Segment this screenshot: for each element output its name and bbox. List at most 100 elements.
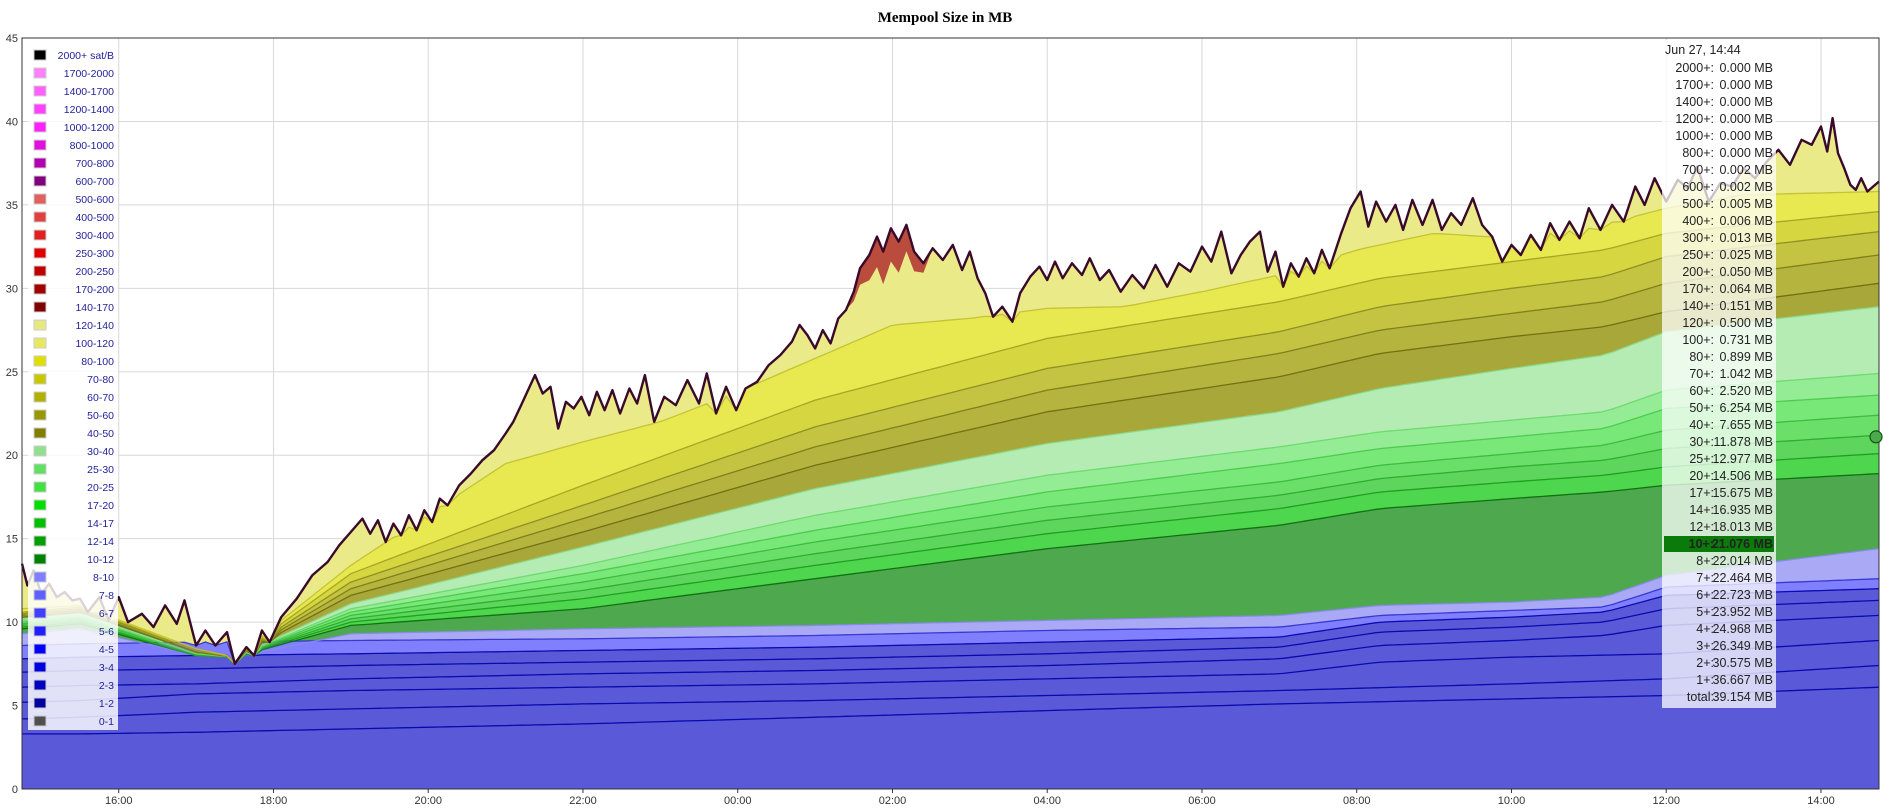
- line-3-4: [21, 614, 1880, 688]
- legend-label-23: 25-30: [87, 464, 114, 476]
- tooltip-row-value-6: 0.002 MB: [1719, 163, 1773, 177]
- legend-label-25: 17-20: [87, 500, 114, 512]
- y-tick-label-6: 30: [6, 283, 18, 295]
- tooltip-row-label-1: 1700+:: [1675, 78, 1714, 92]
- legend-swatch-28: [33, 553, 47, 565]
- line-0-1: [22, 686, 1880, 735]
- tooltip-row-label-25: 17+:: [1689, 486, 1714, 500]
- tooltip-row-value-26: 16.935 MB: [1713, 503, 1773, 517]
- y-tick-label-4: 20: [6, 450, 18, 462]
- tooltip-row-label-4: 1000+:: [1675, 129, 1714, 143]
- tooltip-row-label-35: 2+:: [1696, 656, 1714, 670]
- tooltip-row-value-2: 0.000 MB: [1719, 95, 1773, 109]
- legend-swatch-6: [33, 157, 47, 169]
- tooltip-row-label-0: 2000+:: [1675, 61, 1714, 75]
- tooltip-row-value-16: 0.731 MB: [1719, 333, 1773, 347]
- legend-swatch-36: [33, 697, 47, 709]
- tooltip-row-label-23: 25+:: [1689, 452, 1714, 466]
- legend-label-28: 10-12: [87, 554, 114, 566]
- legend-label-3: 1200-1400: [64, 104, 114, 116]
- x-tick-label-1: 18:00: [260, 795, 288, 807]
- tooltip-row-label-19: 60+:: [1689, 384, 1714, 398]
- line-total: [20, 116, 1880, 665]
- legend-swatch-8: [33, 193, 47, 205]
- tooltip-row-label-9: 400+:: [1682, 214, 1714, 228]
- legend-swatch-26: [33, 517, 47, 529]
- tooltip-row-label-28: 10+:: [1689, 537, 1714, 551]
- legend-swatch-32: [33, 625, 47, 637]
- legend: 2000+ sat/B 1700-2000 1400-1700 1200-1400 10…: [28, 44, 118, 730]
- tooltip-row-label-27: 12+:: [1689, 520, 1714, 534]
- legend-swatch-21: [33, 427, 47, 439]
- tooltip-row-value-4: 0.000 MB: [1719, 129, 1773, 143]
- y-tick-label-0: 0: [12, 784, 18, 796]
- tooltip-row-value-15: 0.500 MB: [1719, 316, 1773, 330]
- legend-label-30: 7-8: [99, 590, 114, 602]
- x-tick-label-0: 16:00: [105, 795, 133, 807]
- y-tick-label-5: 25: [6, 367, 18, 379]
- tooltip-row-value-22: 11.878 MB: [1713, 435, 1773, 449]
- hover-marker: [1869, 430, 1883, 444]
- legend-label-1: 1700-2000: [64, 68, 114, 80]
- tooltip-row-label-21: 40+:: [1689, 418, 1714, 432]
- legend-label-16: 100-120: [75, 338, 114, 350]
- legend-label-18: 70-80: [87, 374, 114, 386]
- tooltip-row-label-29: 8+:: [1696, 554, 1714, 568]
- x-tick-label-2: 20:00: [414, 795, 442, 807]
- legend-label-34: 3-4: [99, 662, 114, 674]
- tooltip-row-value-27: 18.013 MB: [1713, 520, 1773, 534]
- top-series: [20, 116, 1880, 665]
- tooltip-box: [1662, 40, 1776, 708]
- legend-label-6: 700-800: [75, 158, 114, 170]
- legend-label-0: 2000+ sat/B: [58, 50, 114, 62]
- tooltip-row-label-8: 500+:: [1682, 197, 1714, 211]
- legend-label-22: 30-40: [87, 446, 114, 458]
- legend-swatch-35: [33, 679, 47, 691]
- tooltip-row-value-10: 0.013 MB: [1719, 231, 1773, 245]
- tooltip-row-label-30: 7+:: [1696, 571, 1714, 585]
- legend-swatch-29: [33, 571, 47, 583]
- line-20-25: [21, 394, 1880, 665]
- legend-swatch-30: [33, 589, 47, 601]
- legend-swatch-14: [33, 301, 47, 313]
- legend-swatch-4: [33, 121, 47, 133]
- legend-swatch-7: [33, 175, 47, 187]
- line-30-40: [21, 306, 1880, 665]
- legend-swatch-10: [33, 229, 47, 241]
- tooltip-row-value-7: 0.002 MB: [1719, 180, 1773, 194]
- legend-label-9: 400-500: [75, 212, 114, 224]
- tooltip-row-value-29: 22.014 MB: [1713, 554, 1773, 568]
- legend-label-26: 14-17: [87, 518, 114, 530]
- line-40-50: [21, 282, 1880, 665]
- legend-label-11: 250-300: [75, 248, 114, 260]
- y-tick-label-9: 45: [6, 33, 18, 45]
- x-tick-label-11: 14:00: [1807, 795, 1835, 807]
- legend-label-37: 0-1: [99, 716, 114, 728]
- legend-label-12: 200-250: [75, 266, 114, 278]
- tooltip-row-value-35: 30.575 MB: [1713, 656, 1773, 670]
- tooltip-row-label-36: 1+:: [1696, 673, 1714, 687]
- tooltip-row-label-33: 4+:: [1696, 622, 1714, 636]
- tooltip-row-value-34: 26.349 MB: [1713, 639, 1773, 653]
- tooltip-row-label-11: 250+:: [1682, 248, 1714, 262]
- line-2-3: [21, 639, 1880, 703]
- tooltip-row-value-32: 23.952 MB: [1713, 605, 1773, 619]
- tooltip-row-value-36: 36.667 MB: [1713, 673, 1773, 687]
- tooltip-row-label-31: 6+:: [1696, 588, 1714, 602]
- legend-swatch-34: [33, 661, 47, 673]
- legend-label-27: 12-14: [87, 536, 114, 548]
- legend-swatch-18: [33, 373, 47, 385]
- legend-swatch-1: [33, 67, 47, 79]
- line-1-2: [21, 664, 1880, 720]
- x-tick-label-4: 00:00: [724, 795, 752, 807]
- x-tick-label-10: 12:00: [1652, 795, 1680, 807]
- legend-label-15: 120-140: [75, 320, 114, 332]
- tooltip-row-label-37: total:: [1687, 690, 1714, 704]
- y-tick-label-1: 5: [12, 701, 18, 713]
- line-12-14: [21, 452, 1880, 665]
- line-50-60: [21, 254, 1880, 665]
- legend-label-36: 1-2: [99, 698, 114, 710]
- tooltip-row-value-12: 0.050 MB: [1719, 265, 1773, 279]
- chart-title: Mempool Size in MB: [877, 10, 1013, 26]
